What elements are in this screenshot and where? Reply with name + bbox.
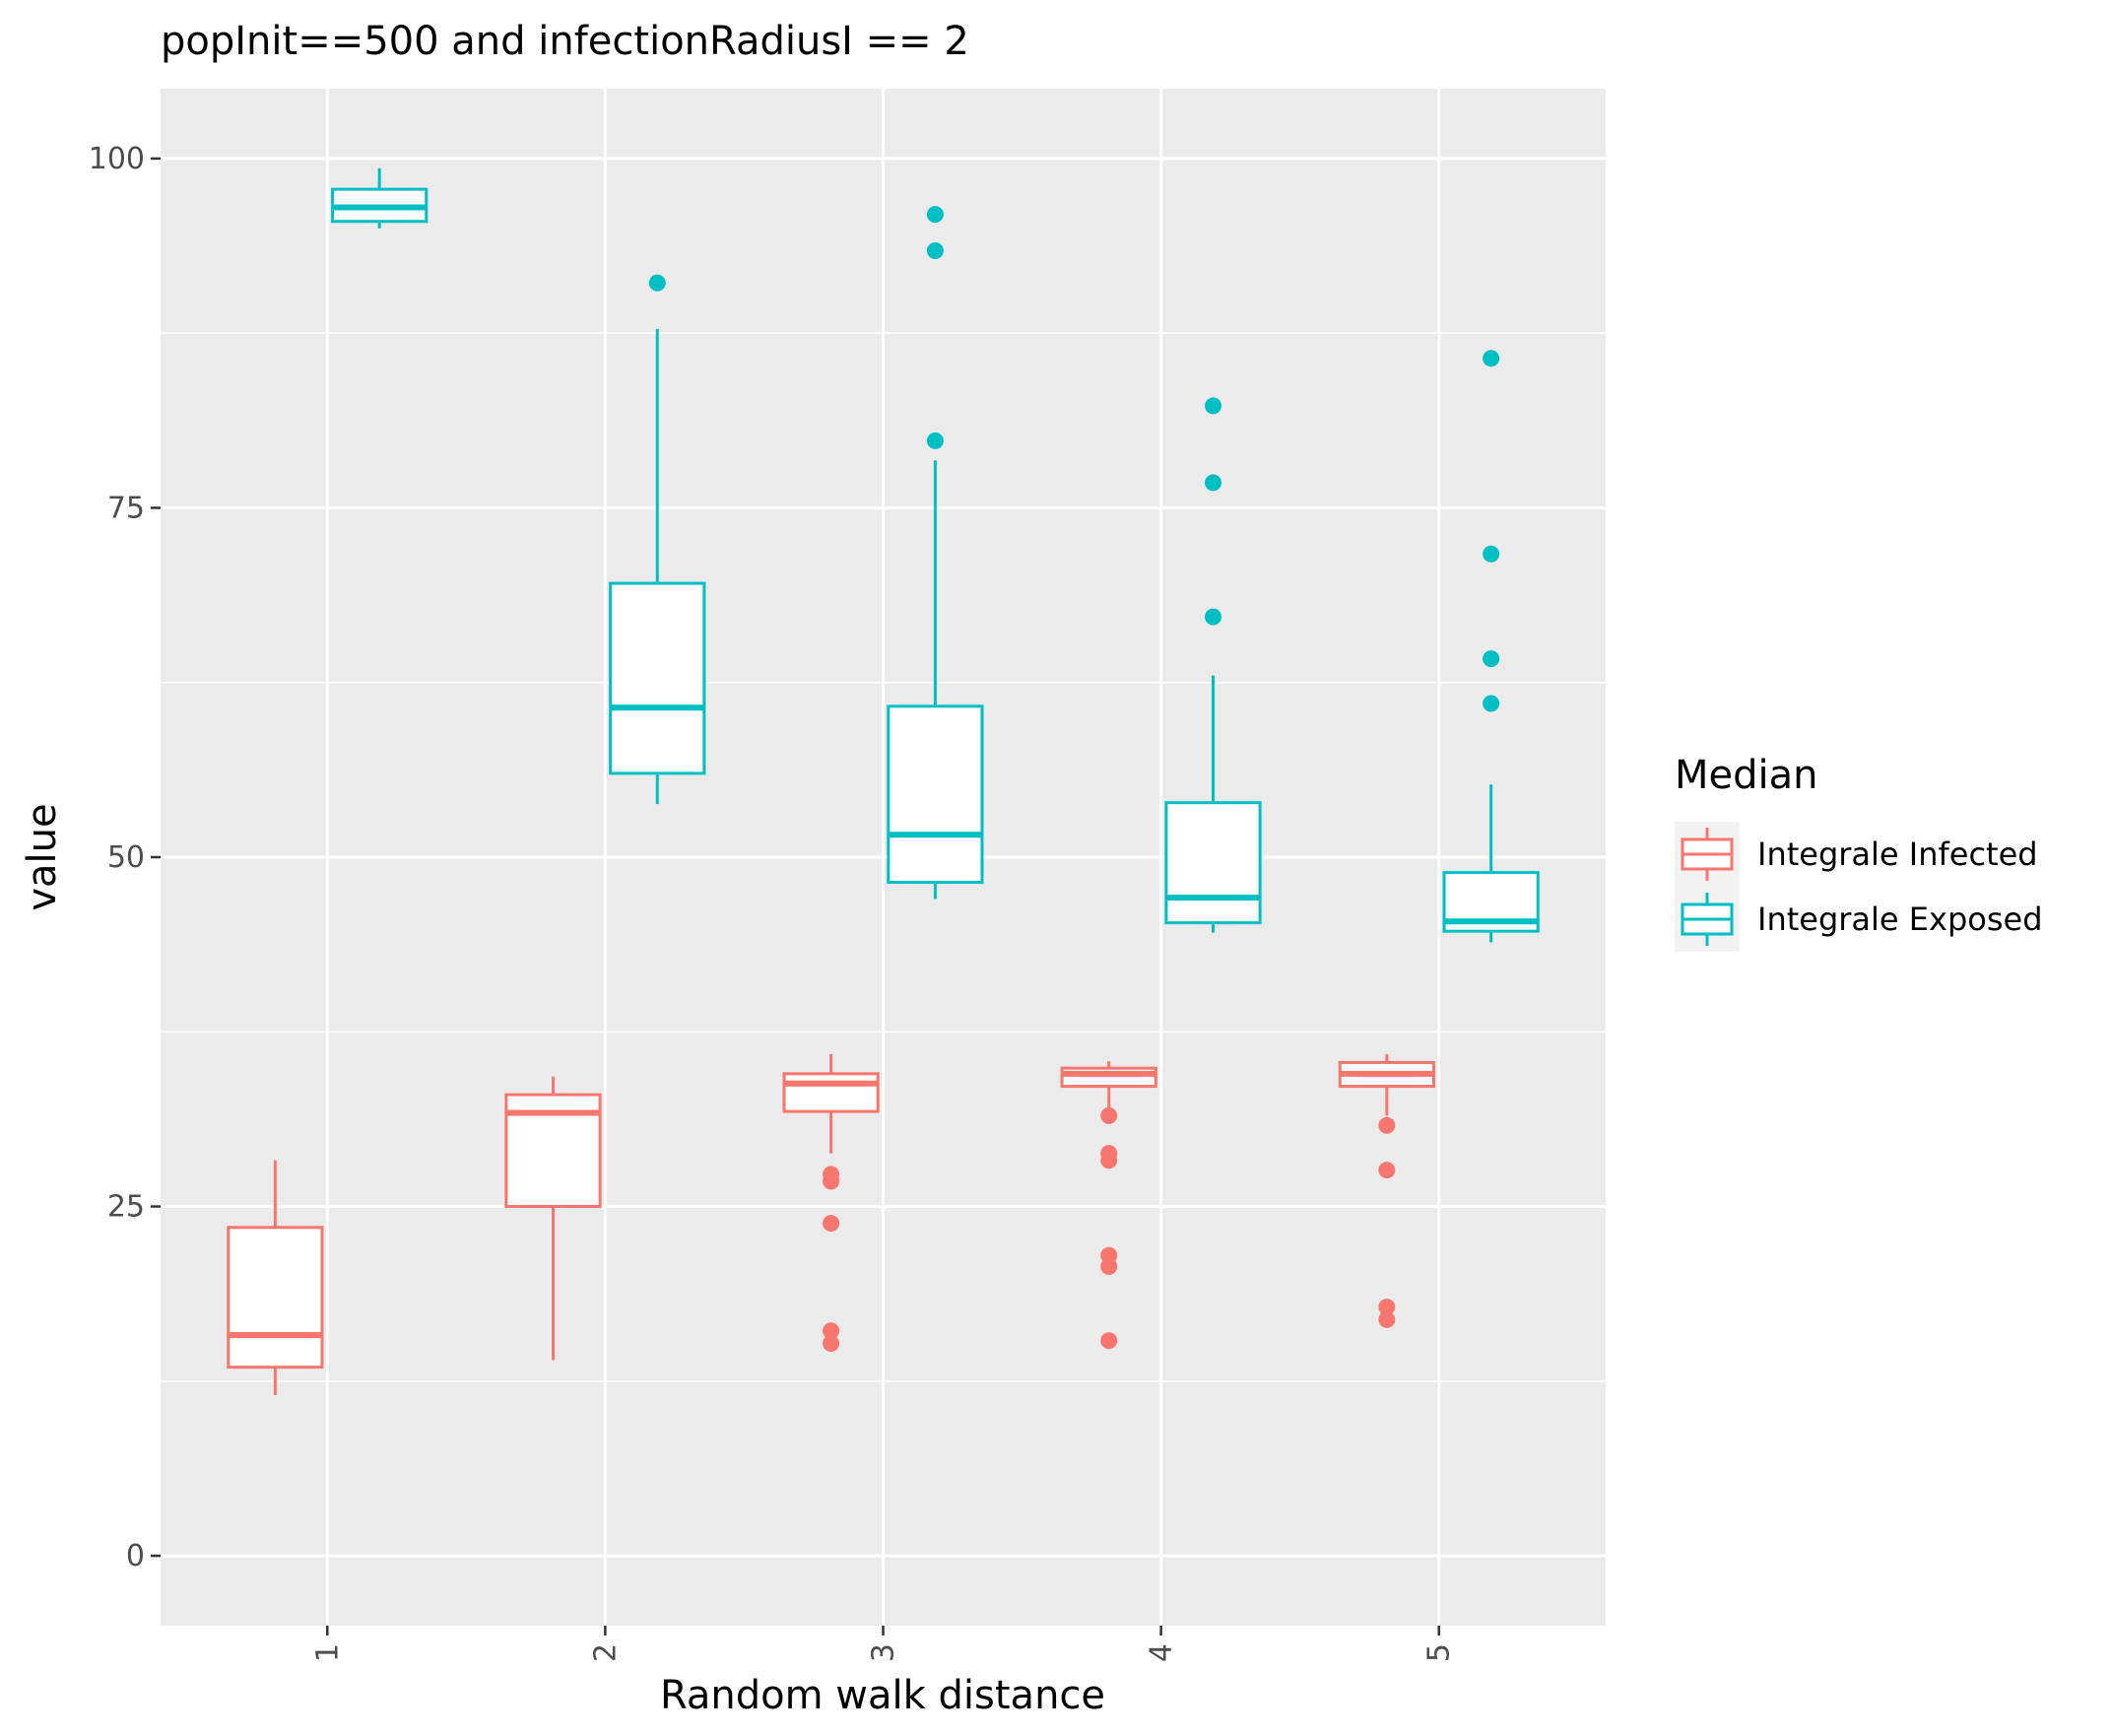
x-tick-label: 4 [1145,1643,1179,1662]
x-tick-label: 5 [1422,1643,1457,1662]
box [609,581,706,775]
series-0 [227,1053,1435,1395]
box [887,704,984,885]
y-tick-label: 50 [107,840,145,875]
outlier-point [1100,1332,1118,1350]
outlier-point [823,1172,840,1190]
box [227,1226,324,1369]
series-1 [331,167,1540,943]
x-tick-label: 3 [867,1643,901,1662]
outlier-point [1378,1162,1396,1179]
legend-label: Integrale Infected [1757,835,2038,873]
box [782,1072,880,1113]
outlier-point [926,242,944,260]
legend-title: Median [1675,753,1818,798]
outlier-point [1100,1106,1118,1124]
x-tick-label: 2 [588,1643,623,1662]
y-tick-label: 0 [126,1539,145,1573]
outlier-point [823,1322,840,1340]
legend: Median Integrale Infected Integrale Expos… [1675,753,2043,952]
outlier-point [1205,474,1222,492]
legend-label: Integrale Exposed [1757,901,2043,938]
outlier-point [1100,1152,1118,1169]
box [1164,801,1262,925]
outlier-point [1483,695,1500,712]
x-axis-title: Random walk distance [660,1673,1105,1718]
boxes-layer [227,167,1540,1395]
outlier-point [1378,1299,1396,1316]
outlier-point [1483,350,1500,367]
outlier-point [1100,1258,1118,1276]
axes-layer: 0 25 50 75 100 1 2 3 4 5 [89,142,1457,1662]
outlier-point [1205,608,1222,626]
outlier-point [1205,397,1222,415]
y-tick-label: 75 [107,491,145,525]
outlier-point [1483,650,1500,668]
y-axis-title: value [20,803,65,910]
grid-lines [161,89,1606,1626]
y-tick-label: 25 [107,1190,145,1225]
x-tick-label: 1 [310,1643,345,1662]
outlier-point [1483,545,1500,563]
y-tick-label: 100 [89,142,145,176]
outlier-point [648,274,666,292]
outlier-point [1378,1116,1396,1134]
chart-title: popInit==500 and infectionRadiusI == 2 [161,19,969,64]
outlier-point [823,1215,840,1233]
outlier-point [926,206,944,224]
outlier-point [926,432,944,449]
outlier-point [823,1335,840,1353]
outlier-point [1378,1310,1396,1328]
